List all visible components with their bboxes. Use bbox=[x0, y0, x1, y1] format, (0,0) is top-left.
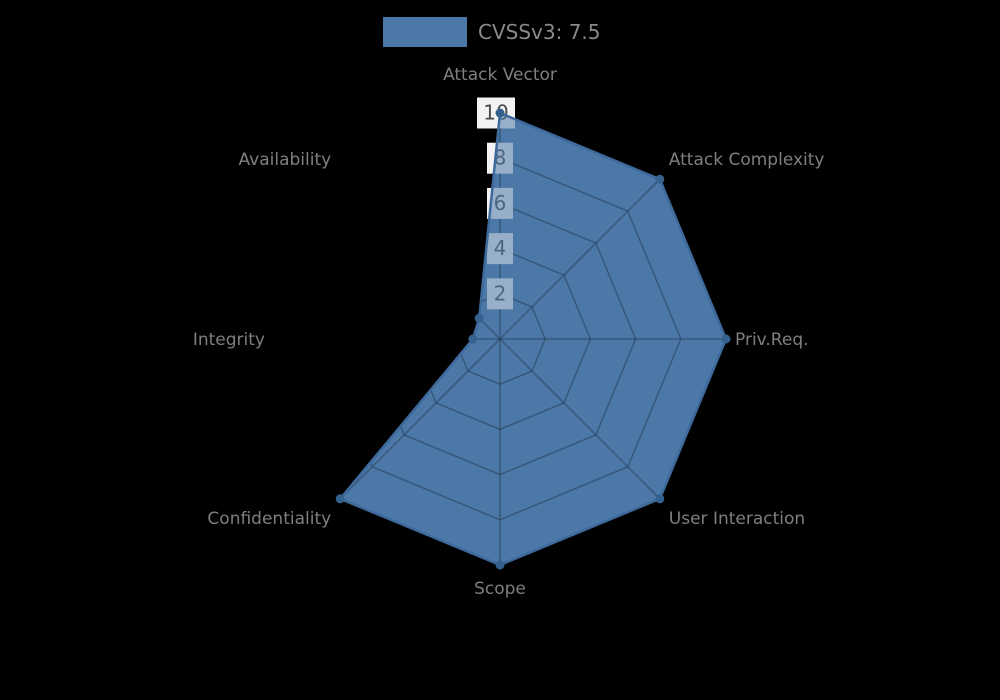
vertex-marker-attack-vector bbox=[495, 108, 505, 118]
vertex-marker-integrity bbox=[468, 334, 478, 344]
vertex-marker-scope bbox=[495, 560, 505, 570]
vertex-marker-user-interaction bbox=[655, 494, 665, 504]
axis-label-attack-complexity: Attack Complexity bbox=[669, 150, 825, 170]
grid-spoke-availability bbox=[339, 178, 501, 340]
vertex-marker-priv-req bbox=[721, 334, 731, 344]
axis-label-attack-vector: Attack Vector bbox=[443, 65, 557, 85]
legend-item[interactable]: CVSSv3: 7.5 bbox=[383, 17, 601, 47]
vertex-marker-confidentiality bbox=[335, 494, 345, 504]
axis-label-priv-req: Priv.Req. bbox=[735, 330, 809, 350]
axis-label-user-interaction: User Interaction bbox=[669, 509, 805, 529]
vertex-marker-availability bbox=[474, 313, 484, 323]
axis-label-availability: Availability bbox=[239, 150, 332, 170]
legend-swatch bbox=[383, 17, 467, 47]
axis-label-integrity: Integrity bbox=[193, 330, 265, 350]
legend-label: CVSSv3: 7.5 bbox=[478, 20, 601, 44]
series-fill-overlay bbox=[340, 113, 726, 565]
axis-label-scope: Scope bbox=[474, 579, 526, 599]
vertex-marker-attack-complexity bbox=[655, 174, 665, 184]
axis-label-confidentiality: Confidentiality bbox=[207, 509, 331, 529]
